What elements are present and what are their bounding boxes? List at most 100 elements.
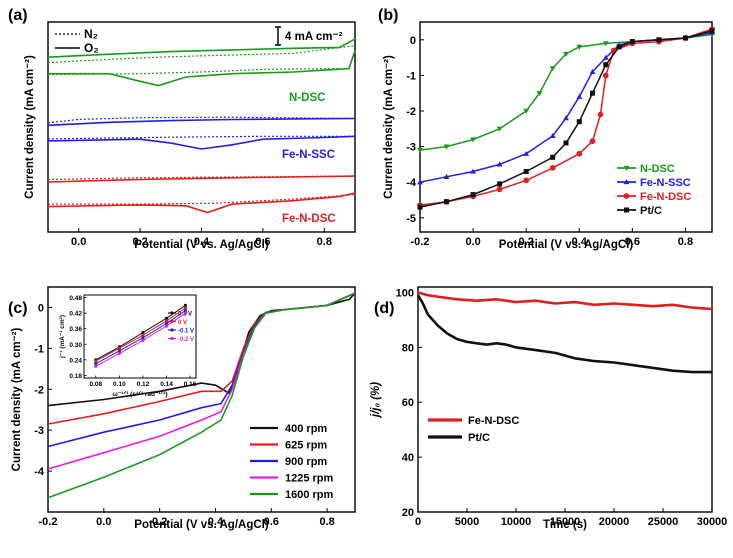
inset-x-axis-label: ω⁻¹ᐟ² (s¹ᐟ² rad⁻¹ᐟ²): [112, 390, 167, 398]
x-tick-label: 20000: [599, 516, 630, 528]
panel-label: (b): [378, 7, 398, 24]
y-tick-label: 0: [410, 35, 416, 47]
legend-label: 900 rpm: [285, 456, 327, 468]
n2-lower-line: [48, 194, 356, 205]
inset-y-tick-label: 0.30: [69, 342, 82, 349]
series-line: [416, 294, 712, 374]
inset-legend-marker: [170, 311, 174, 315]
panel-d: 0 5000 10000 15000 20000 25000 30000 20 40 60 80 10…: [370, 286, 728, 531]
inset-legend-label: -0.1 V: [178, 328, 194, 334]
x-tick-label: 0.6: [625, 236, 640, 248]
o2-lower-line: [48, 50, 356, 87]
inset-legend-label: -0.2 V: [178, 337, 194, 343]
inset-point: [141, 331, 145, 335]
o2-lower-line: [47, 192, 356, 214]
legend-label: 625 rpm: [285, 440, 327, 452]
inset-x-tick-label: 0.14: [160, 381, 173, 388]
legend-label: Fe-N-DSC: [468, 415, 519, 427]
inset-point: [183, 311, 187, 315]
inset-point: [164, 319, 169, 323]
inset-point: [141, 333, 145, 337]
x-tick-label: 0.0: [96, 516, 111, 528]
plot-frame: [417, 286, 713, 513]
x-axis-label: Time (s): [543, 519, 587, 531]
x-tick-label: 0.2: [152, 516, 167, 528]
x-tick-label: 30000: [697, 516, 728, 528]
x-tick-label: 10000: [501, 516, 532, 528]
x-tick-label: -0.2: [39, 516, 58, 528]
x-tick-label: 0.4: [194, 236, 210, 248]
inset-series--0.2 V: -0.2 V: [94, 311, 194, 368]
inset-point: [164, 324, 169, 328]
series-line: [417, 29, 715, 185]
legend-n2-label: N₂: [84, 27, 98, 41]
y-axis-label: Current density (mA cm⁻²): [11, 328, 23, 472]
x-axis-label: Potential (V vs. Ag/AgCl): [499, 239, 634, 251]
y-tick-label: -4: [34, 466, 45, 478]
legend-label: Pt/C: [468, 432, 490, 444]
panel-b: -0.2 0.0 0.2 0.4 0.6 0.8 0 -1 -2 -3 -4 -5 (b) Potenti…: [378, 7, 715, 251]
inset-point: [141, 336, 145, 340]
y-tick-label: -1: [406, 70, 416, 82]
inset-y-tick-label: 0.36: [69, 326, 82, 333]
series-N-DSC: N-DSC: [47, 38, 356, 104]
inset-point: [94, 359, 98, 363]
y-axis-label: Current density (mA cm⁻²): [24, 55, 36, 199]
y-tick-label: -3: [34, 425, 44, 437]
y-tick-label: 80: [402, 342, 414, 354]
x-tick-label: 0.8: [319, 516, 334, 528]
legend-label: 1600 rpm: [285, 489, 334, 501]
series-line: [417, 291, 713, 311]
inset-point: [183, 309, 187, 313]
inset-y-axis-label: j⁻¹ (mA⁻¹ cm²): [59, 315, 66, 359]
legend-label: N-DSC: [640, 163, 675, 175]
x-tick-label: 0.8: [678, 236, 693, 248]
x-tick-label: 15000: [550, 516, 581, 528]
x-tick-label: 0.0: [71, 236, 86, 248]
series-Pt/C: Pt/C: [416, 294, 712, 444]
inset-series--0.1 V: -0.1 V: [94, 309, 194, 366]
series-line: [47, 292, 356, 499]
inset-x-tick-label: 0.10: [113, 381, 126, 388]
y-tick-label: 100: [396, 287, 414, 299]
y-tick-label: -2: [406, 106, 416, 118]
x-tick-label: 0.8: [317, 236, 332, 248]
y-axis-label: j/j₀ (%): [370, 382, 382, 419]
inset-legend-marker: [170, 336, 174, 341]
series-label: Fe-N-DSC: [282, 213, 336, 225]
series-1600 rpm: 1600 rpm: [47, 292, 356, 501]
inset-y-tick-label: 0.48: [69, 295, 82, 302]
y-tick-label: 60: [402, 397, 414, 409]
legend-label: 1225 rpm: [285, 473, 334, 485]
inset-point: [183, 303, 187, 307]
inset-point: [141, 338, 145, 342]
x-tick-label: 0.4: [572, 236, 588, 248]
x-tick-label: 5000: [455, 516, 479, 528]
n2-upper-line: [47, 116, 356, 124]
series-label: Fe-N-SSC: [282, 149, 335, 161]
panel-label: (d): [374, 300, 394, 317]
x-tick-label: 25000: [648, 516, 679, 528]
o2-upper-line: [47, 38, 356, 58]
n2-lower-line: [47, 135, 355, 140]
inset-point: [94, 362, 98, 366]
inset-point: [94, 364, 98, 368]
series-Fe-N-SSC: Fe-N-SSC: [47, 116, 356, 161]
legend-label: 400 rpm: [285, 423, 327, 435]
inset-point: [164, 316, 169, 320]
y-tick-label: -3: [406, 142, 416, 154]
x-tick-label: 0: [415, 516, 421, 528]
inset-y-tick-label: 0.24: [69, 357, 82, 364]
inset-x-tick-label: 0.16: [184, 381, 197, 388]
x-tick-label: 0.2: [132, 236, 147, 248]
panel-label: (c): [8, 300, 28, 317]
y-tick-label: -2: [34, 384, 44, 396]
panel-label: (a): [8, 7, 28, 24]
inset-point: [117, 346, 121, 350]
inset-legend-label: 0 V: [178, 320, 187, 326]
series-Fe-N-DSC: Fe-N-DSC: [47, 175, 356, 225]
n2-upper-line: [47, 45, 356, 64]
legend-label: Pt/C: [640, 205, 662, 217]
inset-point: [164, 321, 169, 326]
inset-chart: 0.08 0.10 0.12 0.14 0.16 0.18 0.24 0.30 0.36 0.42…: [59, 294, 197, 398]
